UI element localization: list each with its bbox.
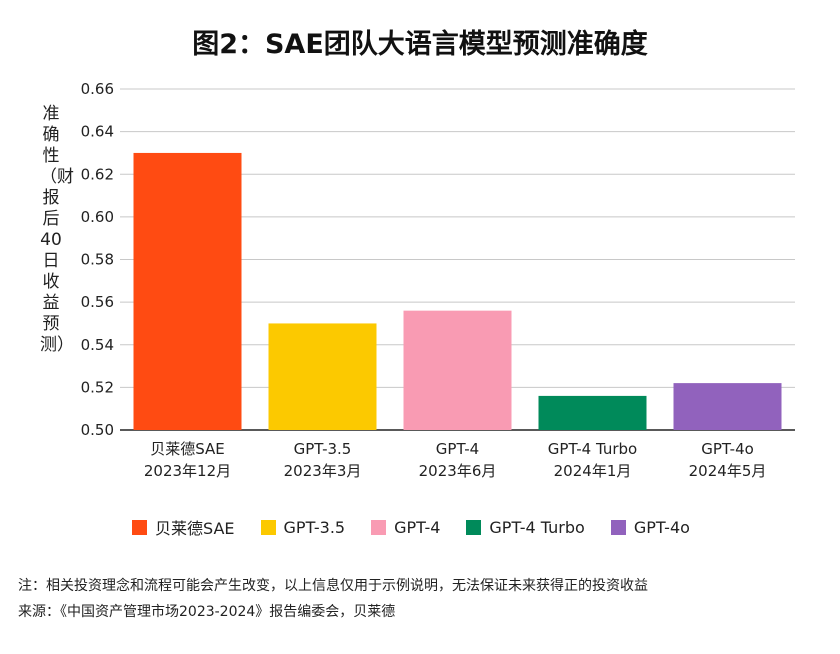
legend-label: GPT-4o xyxy=(633,517,690,537)
x-tick-label-date: 2023年12月 xyxy=(144,462,231,480)
x-tick-label: GPT-3.5 xyxy=(294,440,352,458)
legend-label: GPT-4 Turbo xyxy=(489,517,585,537)
y-tick-label: 0.54 xyxy=(81,336,114,354)
y-tick-label: 0.58 xyxy=(81,251,114,269)
footnote-source: 来源：《中国资产管理市场2023-2024》报告编委会，贝莱德 xyxy=(18,604,396,620)
y-tick-label: 0.60 xyxy=(81,208,114,226)
legend-swatch xyxy=(260,519,276,535)
legend-swatch xyxy=(371,519,387,535)
legend-item: GPT-3.5 xyxy=(260,515,346,539)
x-tick-label: GPT-4o xyxy=(701,440,754,458)
x-tick-label-date: 2024年1月 xyxy=(554,462,632,480)
legend-item: GPT-4 Turbo xyxy=(466,515,585,539)
x-tick-label-date: 2023年6月 xyxy=(419,462,497,480)
y-tick-label: 0.62 xyxy=(81,165,114,183)
legend-label: GPT-3.5 xyxy=(283,517,346,537)
y-tick-label: 0.66 xyxy=(81,80,114,98)
y-tick-label: 0.50 xyxy=(81,421,114,439)
y-tick-label: 0.64 xyxy=(81,123,114,141)
y-tick-label: 0.56 xyxy=(81,293,114,311)
bar xyxy=(403,310,512,430)
chart-title: 图2：SAE团队大语言模型预测准确度 xyxy=(192,29,648,60)
legend-swatch xyxy=(132,519,147,535)
bar xyxy=(133,152,242,430)
bar xyxy=(538,395,647,430)
legend-label: 贝莱德SAE xyxy=(155,519,235,538)
bar xyxy=(268,323,377,430)
legend-item: GPT-4o xyxy=(610,515,690,539)
legend-swatch xyxy=(610,519,626,535)
x-tick-label-date: 2023年3月 xyxy=(284,462,362,480)
legend-item: 贝莱德SAE xyxy=(132,515,235,539)
bar xyxy=(673,383,782,430)
x-tick-label: GPT-4 Turbo xyxy=(548,440,637,458)
legend-swatch xyxy=(466,519,482,535)
legend-item: GPT-4 xyxy=(371,515,440,539)
y-tick-label: 0.52 xyxy=(81,378,114,396)
footnote-note: 注：相关投资理念和流程可能会产生改变，以上信息仅用于示例说明，无法保证未来获得正… xyxy=(18,578,648,594)
legend: 贝莱德SAE GPT-3.5 GPT-4 GPT-4 Turbo GPT-4o xyxy=(132,515,690,539)
x-tick-label-date: 2024年5月 xyxy=(689,462,767,480)
legend-label: GPT-4 xyxy=(394,517,441,537)
x-tick-label: GPT-4 xyxy=(436,440,479,458)
x-tick-label: 贝莱德SAE xyxy=(150,440,225,458)
